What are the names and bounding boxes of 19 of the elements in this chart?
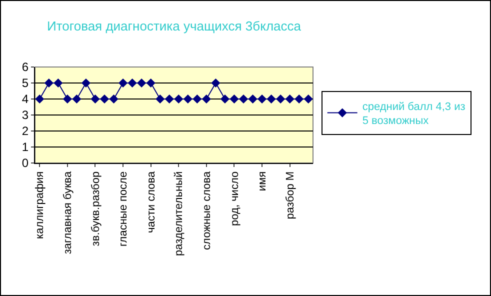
y-tick-label: 1 (22, 140, 29, 154)
y-tick-label: 3 (22, 108, 29, 122)
x-tick-label: имя (256, 171, 269, 192)
x-tick-label: сложные слова (201, 170, 214, 250)
x-tick-label: части слова (145, 170, 158, 233)
x-tick-label: гласные после (118, 171, 130, 246)
x-tick-label: разбор М (284, 171, 296, 220)
x-tick-label: разделительный (173, 171, 186, 256)
x-tick-label: зв.букв.разбор (90, 171, 102, 246)
x-tick-label: каллиграфия (34, 171, 46, 239)
y-tick-label: 5 (22, 76, 29, 90)
y-tick-label: 2 (22, 124, 29, 138)
y-tick-label: 0 (22, 156, 29, 170)
y-tick-label: 4 (22, 92, 29, 106)
legend-label: средний балл 4,3 из 5 возможных (362, 100, 466, 128)
chart-title: Итоговая диагностика учащихся 3бкласса (47, 18, 302, 34)
x-tick-label: заглавная буква (62, 170, 74, 254)
x-tick-label: род, число (228, 171, 241, 226)
y-tick-label: 6 (22, 60, 29, 74)
